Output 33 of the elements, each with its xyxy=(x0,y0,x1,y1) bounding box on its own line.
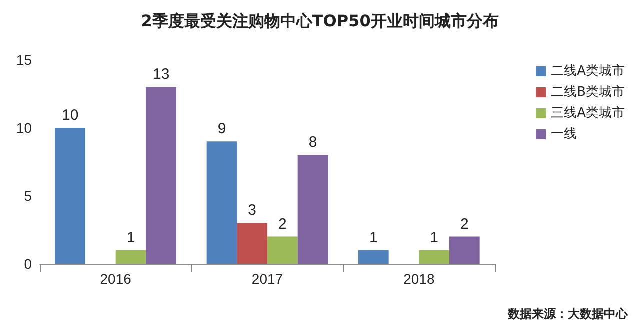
data-label: 1 xyxy=(126,229,136,246)
bar xyxy=(268,236,298,264)
legend-label: 三线A类城市 xyxy=(551,106,625,121)
bar xyxy=(206,142,238,264)
x-tick-label: 2018 xyxy=(404,271,435,287)
y-tick-label: 15 xyxy=(16,52,32,68)
bar xyxy=(116,250,146,264)
bar xyxy=(298,155,328,264)
data-label: 9 xyxy=(218,120,226,138)
x-tick-label: 2017 xyxy=(252,271,284,287)
bar xyxy=(237,223,268,264)
data-label: 3 xyxy=(248,202,257,220)
legend-label: 二线A类城市 xyxy=(551,64,625,79)
bar xyxy=(146,87,176,264)
bar xyxy=(55,128,86,264)
bar xyxy=(450,236,480,264)
y-tick-label: 0 xyxy=(24,256,32,272)
data-label: 10 xyxy=(62,107,79,124)
data-label: 13 xyxy=(152,66,170,84)
data-label: 2 xyxy=(460,216,469,233)
source-note: 数据来源：大数据中心 xyxy=(507,307,629,321)
y-tick-label: 10 xyxy=(16,120,32,136)
data-label: 1 xyxy=(430,229,439,246)
x-tick-label: 2016 xyxy=(100,271,132,287)
bar xyxy=(419,250,450,264)
data-label: 8 xyxy=(308,134,318,152)
bar xyxy=(358,250,389,264)
legend-label: 一线 xyxy=(551,127,578,142)
y-tick-label: 5 xyxy=(24,188,32,204)
data-label: 1 xyxy=(369,229,378,246)
legend-label: 二线B类城市 xyxy=(551,85,626,100)
data-label: 2 xyxy=(278,216,287,233)
chart-title: 2季度最受关注购物中心TOP50开业时间城市分布 xyxy=(141,12,499,30)
